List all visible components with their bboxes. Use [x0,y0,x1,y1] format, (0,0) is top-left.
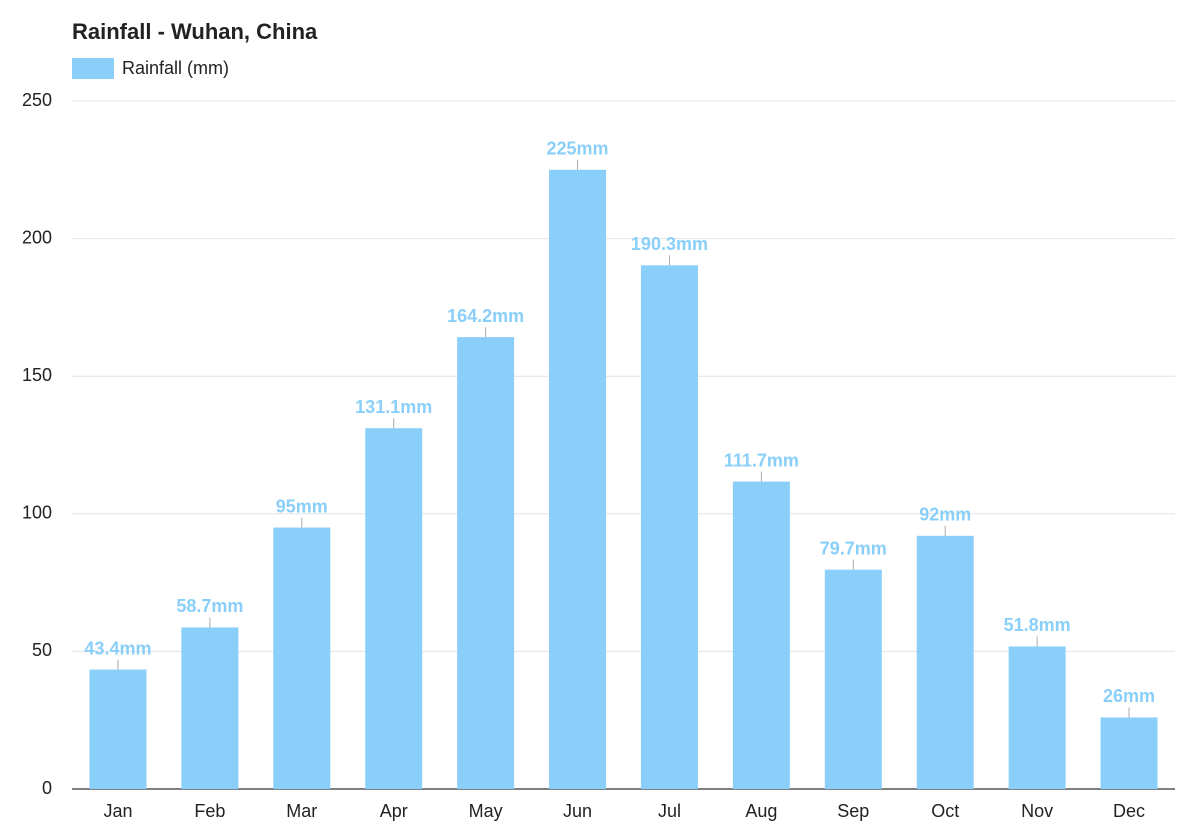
value-label: 190.3mm [631,234,708,254]
bar [273,527,331,789]
y-tick-label: 50 [32,640,52,660]
legend-label: Rainfall (mm) [122,58,229,78]
bar [640,265,698,789]
bar [732,481,790,789]
x-tick-label: Aug [745,801,777,821]
value-label: 164.2mm [447,306,524,326]
y-tick-label: 0 [42,778,52,798]
legend-swatch [72,58,114,79]
bar [916,535,974,789]
value-label: 131.1mm [355,397,432,417]
bar [457,337,515,789]
x-tick-label: Dec [1113,801,1145,821]
x-tick-label: Sep [837,801,869,821]
bar [181,627,239,789]
y-tick-label: 100 [22,503,52,523]
bar [549,169,607,790]
y-tick-label: 150 [22,365,52,385]
bar [89,669,147,789]
bar [365,428,423,789]
value-label: 95mm [276,496,328,516]
bar [1008,646,1066,789]
y-tick-label: 250 [22,90,52,110]
y-tick-label: 200 [22,227,52,247]
x-tick-label: Nov [1021,801,1053,821]
value-label: 43.4mm [84,638,151,658]
bar [824,569,882,789]
value-label: 58.7mm [176,596,243,616]
x-tick-label: Jun [563,801,592,821]
value-label: 225mm [547,139,609,159]
value-label: 92mm [919,505,971,525]
x-tick-label: Mar [286,801,317,821]
x-tick-label: Oct [931,801,959,821]
chart-title: Rainfall - Wuhan, China [72,19,318,44]
value-label: 111.7mm [724,450,799,470]
x-tick-label: May [469,801,503,821]
x-tick-label: Jul [658,801,681,821]
bar [1100,717,1158,789]
value-label: 79.7mm [820,538,887,558]
x-tick-label: Feb [194,801,225,821]
value-label: 26mm [1103,686,1155,706]
value-label: 51.8mm [1004,615,1071,635]
x-tick-label: Jan [103,801,132,821]
x-tick-label: Apr [380,801,408,821]
